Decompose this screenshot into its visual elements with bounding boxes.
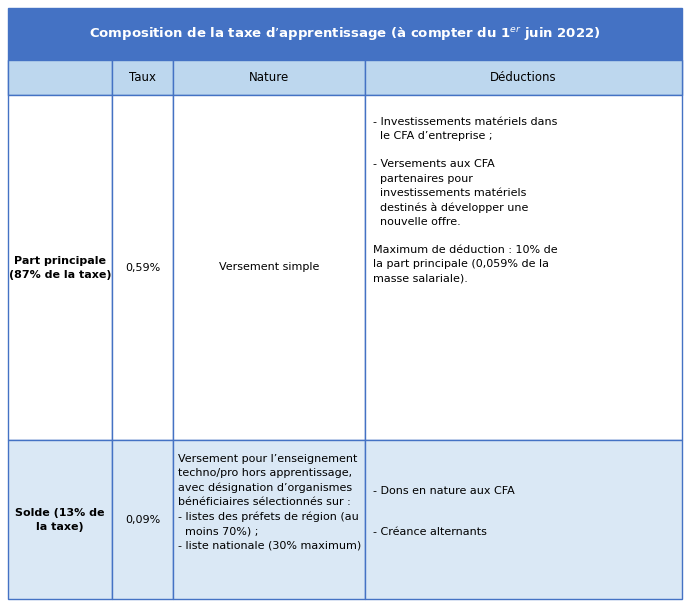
- Text: - Investissements matériels dans
  le CFA d’entreprise ;

- Versements aux CFA
 : - Investissements matériels dans le CFA …: [373, 117, 558, 283]
- Text: Versement simple: Versement simple: [219, 262, 319, 273]
- Bar: [8, 60, 682, 95]
- Bar: [365, 95, 682, 440]
- Bar: [8, 60, 112, 95]
- Text: Part principale
(87% de la taxe): Part principale (87% de la taxe): [9, 256, 112, 279]
- Bar: [112, 440, 173, 599]
- Text: Composition de la taxe d’apprentissage (à compter du 1$^{er}$ juin 2022): Composition de la taxe d’apprentissage (…: [89, 25, 601, 42]
- Text: 0,09%: 0,09%: [125, 515, 160, 524]
- Bar: [365, 440, 682, 599]
- Bar: [8, 8, 682, 60]
- Text: Taux: Taux: [129, 71, 157, 84]
- Bar: [365, 60, 682, 95]
- Bar: [8, 95, 112, 440]
- Text: Déductions: Déductions: [491, 71, 557, 84]
- Bar: [112, 95, 173, 440]
- Text: 0,59%: 0,59%: [125, 262, 160, 273]
- Bar: [173, 440, 365, 599]
- Text: Solde (13% de
la taxe): Solde (13% de la taxe): [15, 507, 105, 532]
- Bar: [173, 95, 365, 440]
- Text: - Dons en nature aux CFA

- Créance alternants: - Dons en nature aux CFA - Créance alter…: [373, 486, 515, 537]
- Text: Nature: Nature: [249, 71, 289, 84]
- Bar: [112, 60, 173, 95]
- Bar: [8, 440, 112, 599]
- Text: Versement pour l’enseignement
techno/pro hors apprentissage,
avec désignation d’: Versement pour l’enseignement techno/pro…: [178, 454, 362, 551]
- Bar: [173, 60, 365, 95]
